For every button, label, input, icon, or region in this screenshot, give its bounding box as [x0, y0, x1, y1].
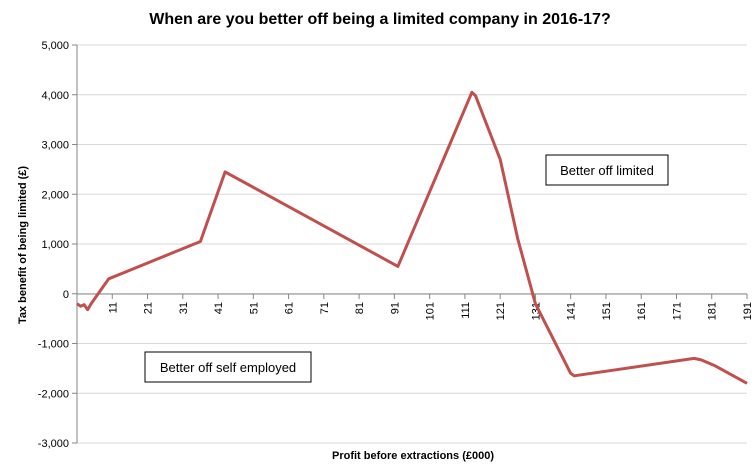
x-tick-label: 181: [707, 302, 719, 320]
y-tick-label: 1,000: [41, 239, 69, 251]
y-tick-label: 4,000: [41, 90, 69, 102]
x-tick-label: 161: [636, 302, 648, 320]
annotation-limited: Better off limited: [545, 154, 669, 186]
y-axis-ticks: 5,000 4,000 3,000 2,000 1,000 0 -1,000 -2,000 -3…: [38, 40, 77, 450]
y-tick-label: 2,000: [41, 189, 69, 201]
y-tick-label: -3,000: [38, 438, 69, 450]
y-tick-label: 5,000: [41, 40, 69, 52]
x-tick-label: 71: [319, 302, 331, 314]
y-tick-label: 3,000: [41, 140, 69, 152]
x-tick-label: 21: [143, 302, 155, 314]
x-axis-ticks: 11 21 31 41 51 61 71 81 91 101 111 121 131 141 151 161 1…: [107, 294, 754, 320]
x-tick-label: 121: [495, 302, 507, 320]
annotation-self-employed: Better off self employed: [144, 351, 312, 383]
x-tick-label: 51: [248, 302, 260, 314]
x-tick-label: 41: [213, 302, 225, 314]
annotation-self-employed-text: Better off self employed: [160, 360, 296, 375]
chart-title: When are you better off being a limited …: [149, 11, 610, 28]
x-tick-label: 111: [460, 302, 472, 319]
x-tick-label: 101: [425, 302, 437, 320]
y-axis-title: Tax benefit of being limited (£): [17, 166, 29, 324]
x-tick-label: 131: [530, 302, 542, 320]
x-tick-label: 11: [107, 302, 119, 313]
x-tick-label: 91: [389, 302, 401, 314]
x-tick-label: 81: [354, 302, 366, 314]
y-tick-label: -2,000: [38, 388, 69, 400]
x-tick-label: 191: [742, 302, 754, 320]
series-line: [76, 90, 748, 385]
gridlines: [77, 44, 747, 444]
annotation-limited-text: Better off limited: [560, 163, 654, 178]
x-tick-label: 171: [671, 302, 683, 320]
x-tick-label: 31: [178, 302, 190, 314]
x-tick-label: 141: [566, 302, 578, 320]
y-tick-label: -1,000: [38, 339, 69, 351]
x-tick-label: 151: [601, 302, 613, 320]
x-axis-title: Profit before extractions (£000): [332, 450, 494, 462]
y-tick-label: 0: [63, 289, 69, 301]
x-tick-label: 61: [284, 302, 296, 314]
